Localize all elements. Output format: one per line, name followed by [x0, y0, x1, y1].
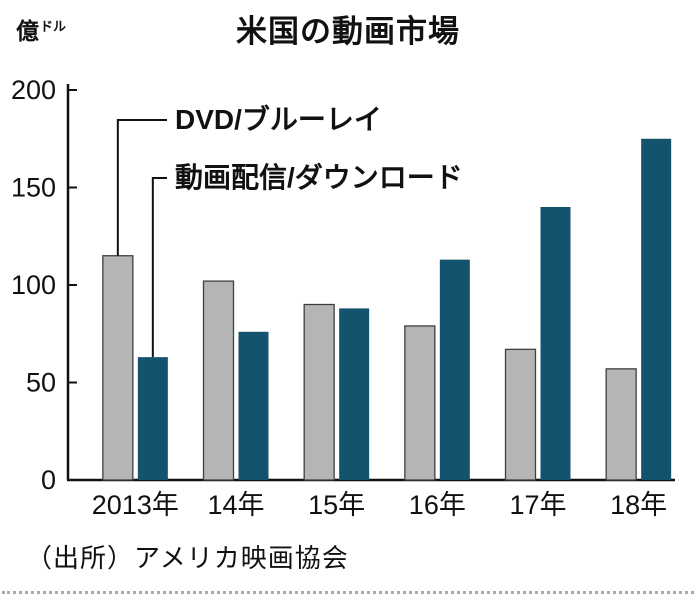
- bar-chart-plot: 0 50 100 150 200 2013年 14年 15年 16年 17年 18年: [11, 75, 675, 520]
- bar-dvd-16年: [404, 325, 436, 481]
- x-category-label: 17年: [509, 490, 566, 520]
- legend-connector-dvd: [116, 119, 167, 256]
- x-category-label: 2013年: [92, 490, 179, 520]
- bar-dvd-2013年: [102, 255, 134, 481]
- chart-title: 米国の動画市場: [236, 14, 460, 49]
- bar-streaming-18年: [641, 138, 672, 480]
- x-category-label: 14年: [207, 490, 264, 520]
- legend-connector-streaming: [151, 177, 167, 358]
- bar-streaming-17年: [540, 207, 571, 480]
- bar-streaming-2013年: [137, 357, 168, 480]
- y-axis-unit-main: 億: [16, 18, 39, 44]
- y-tick-label: 150: [11, 173, 56, 203]
- bar-dvd-15年: [303, 303, 335, 481]
- bar-streaming-15年: [339, 308, 370, 480]
- bar-dvd-18年: [605, 368, 637, 481]
- source-note: （出所）アメリカ映画協会: [26, 543, 349, 573]
- y-tick-label: 0: [41, 465, 56, 495]
- bottom-dotted-divider: [2, 591, 694, 594]
- y-tick-label: 50: [26, 368, 56, 398]
- y-axis-unit: 億ドル: [16, 20, 66, 43]
- legend-label-streaming: 動画配信/ダウンロード: [172, 164, 466, 192]
- bar-streaming-16年: [439, 259, 470, 480]
- bar-dvd-17年: [504, 348, 537, 481]
- x-category-label: 16年: [409, 490, 466, 520]
- x-category-label: 15年: [308, 490, 365, 520]
- y-axis-unit-sub: ドル: [40, 19, 67, 34]
- bar-dvd-14年: [202, 280, 235, 481]
- x-category-label: 18年: [610, 490, 667, 520]
- bar-streaming-14年: [238, 331, 269, 480]
- legend-label-dvd: DVD/ブルーレイ: [172, 106, 385, 134]
- y-tick-label: 100: [11, 270, 56, 300]
- y-tick-label: 200: [11, 75, 56, 105]
